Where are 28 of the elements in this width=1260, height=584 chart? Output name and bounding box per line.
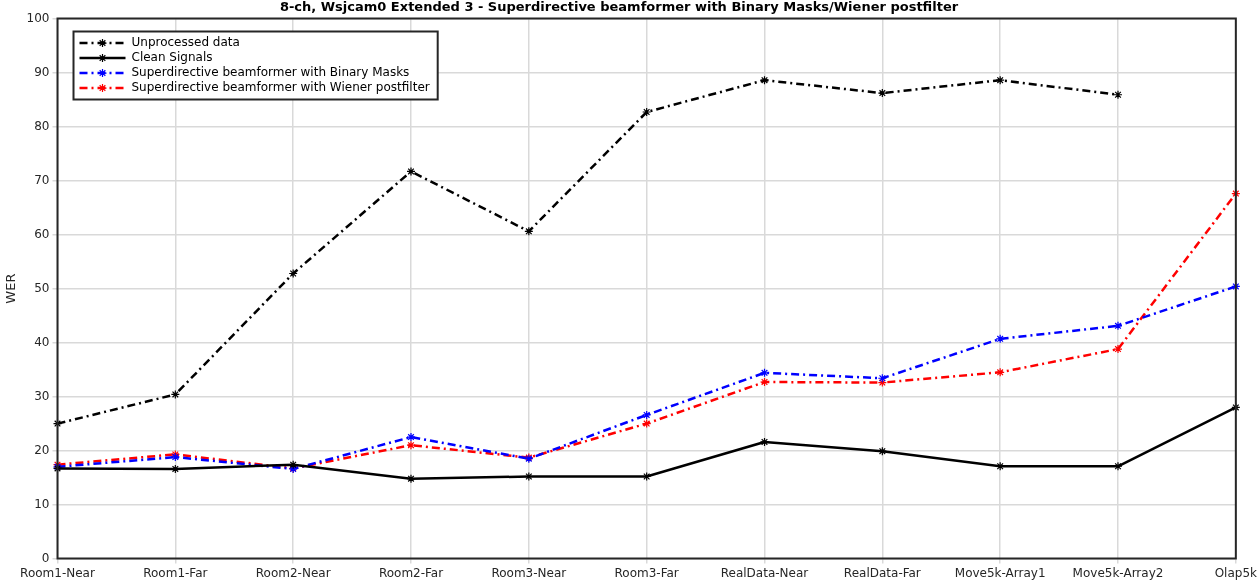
legend-label: Unprocessed data xyxy=(131,35,240,50)
chart-title: 8-ch, Wsjcam0 Extended 3 - Superdirective beamformer with Binary Masks/Wiener postfilter xyxy=(279,0,959,15)
x-tick-label: Move5k-Array2 xyxy=(1072,565,1164,580)
y-axis-title: WER xyxy=(3,273,19,304)
x-tick-label: Room3-Near xyxy=(491,565,567,580)
y-tick-label: 30 xyxy=(34,388,50,403)
legend-label: Clean Signals xyxy=(131,50,213,65)
y-tick-label: 70 xyxy=(34,172,50,187)
y-tick-label: 90 xyxy=(34,64,50,79)
y-tick-label: 100 xyxy=(26,10,50,25)
y-tick-label: 50 xyxy=(34,280,50,295)
x-tick-label: RealData-Far xyxy=(843,565,921,580)
y-tick-label: 20 xyxy=(34,442,50,457)
x-tick-label: RealData-Near xyxy=(720,565,809,580)
y-tick-label: 60 xyxy=(34,226,50,241)
y-tick-label: 10 xyxy=(34,496,50,511)
x-tick-label: Room2-Far xyxy=(378,565,444,580)
x-tick-label: Room1-Near xyxy=(20,565,95,580)
legend-label: Superdirective beamformer with Wiener postfilter xyxy=(131,80,430,95)
x-tick-label: Move5k-Array1 xyxy=(954,565,1046,580)
x-tick-label: Room1-Far xyxy=(143,565,208,580)
x-tick-label: Room2-Near xyxy=(255,565,331,580)
y-tick-label: 0 xyxy=(41,550,50,565)
y-tick-label: 80 xyxy=(34,118,50,133)
x-tick-label: Olap5k xyxy=(1214,565,1258,580)
x-tick-label: Room3-Far xyxy=(614,565,679,580)
y-tick-label: 40 xyxy=(34,334,50,349)
legend-label: Superdirective beamformer with Binary Masks xyxy=(131,65,410,80)
